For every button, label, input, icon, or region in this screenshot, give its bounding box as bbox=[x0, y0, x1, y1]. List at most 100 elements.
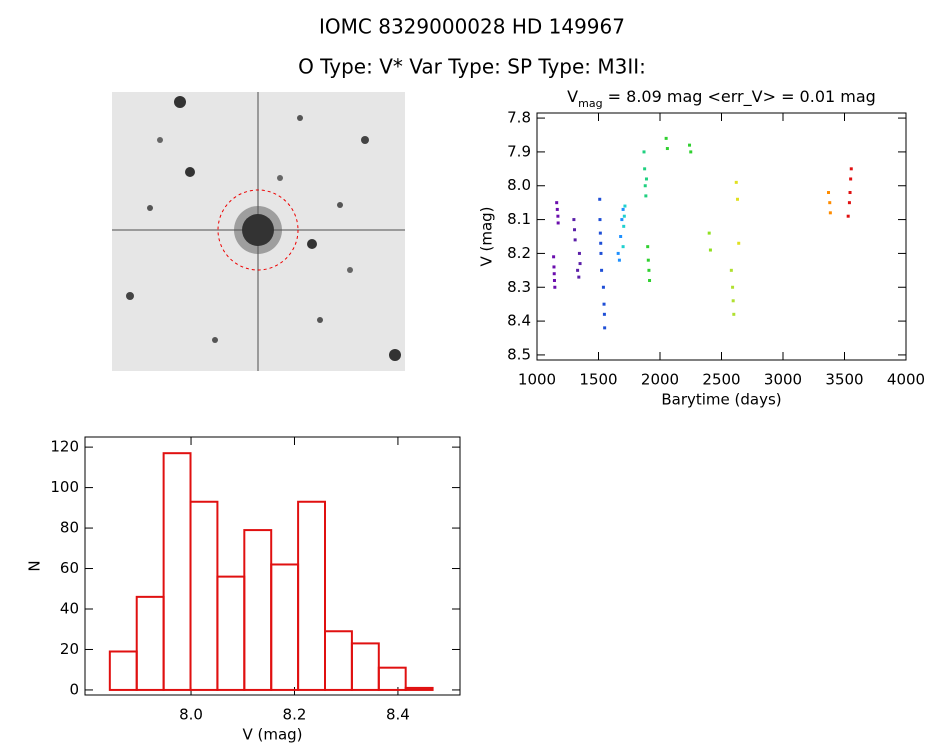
data-point bbox=[621, 245, 625, 249]
data-point bbox=[602, 312, 606, 316]
data-point bbox=[731, 285, 735, 289]
y-tick-label: 100 bbox=[50, 478, 79, 496]
data-point bbox=[647, 268, 651, 272]
data-point bbox=[555, 201, 559, 205]
data-point bbox=[602, 302, 606, 306]
subtitle: O Type: V* Var Type: SP Type: M3II: bbox=[298, 55, 646, 79]
data-point bbox=[598, 231, 602, 235]
data-point bbox=[556, 214, 560, 218]
y-tick-label: 8.0 bbox=[507, 176, 531, 194]
data-point bbox=[598, 218, 602, 222]
data-point bbox=[552, 272, 556, 276]
y-tick-label: 8.4 bbox=[507, 312, 531, 330]
x-axis-label: V (mag) bbox=[242, 726, 302, 744]
histogram-bar bbox=[270, 563, 300, 691]
data-point bbox=[600, 268, 604, 272]
data-point bbox=[644, 177, 648, 181]
histogram-bar bbox=[297, 500, 327, 691]
y-tick-label: 40 bbox=[60, 600, 79, 618]
title-part: V bbox=[567, 87, 578, 106]
data-point bbox=[603, 326, 607, 330]
data-point bbox=[828, 211, 832, 215]
data-point bbox=[617, 258, 621, 262]
y-tick-label: 60 bbox=[60, 559, 79, 577]
y-tick-label: 80 bbox=[60, 519, 79, 537]
histogram-bar bbox=[324, 630, 353, 691]
y-tick-label: 120 bbox=[50, 438, 79, 456]
y-tick-label: 8.5 bbox=[507, 345, 531, 363]
data-point bbox=[849, 167, 853, 171]
data-point bbox=[599, 251, 603, 255]
data-point bbox=[643, 167, 647, 171]
data-point bbox=[737, 241, 741, 245]
data-point bbox=[665, 147, 669, 151]
data-point bbox=[556, 221, 560, 225]
data-point bbox=[828, 201, 832, 205]
data-point bbox=[599, 241, 603, 245]
histogram-bar bbox=[377, 666, 407, 691]
data-point bbox=[573, 228, 577, 232]
data-point bbox=[553, 285, 557, 289]
x-tick-label: 4000 bbox=[887, 371, 925, 389]
data-point bbox=[578, 262, 582, 266]
data-point bbox=[688, 143, 692, 147]
data-point bbox=[552, 265, 556, 269]
y-tick-label: 0 bbox=[69, 680, 79, 698]
y-axis-label: N bbox=[26, 560, 44, 571]
data-point bbox=[734, 180, 738, 184]
histogram-bar bbox=[135, 595, 165, 691]
star-image bbox=[112, 92, 405, 371]
title: IOMC 8329000028 HD 149967 bbox=[319, 15, 625, 39]
data-point bbox=[646, 245, 650, 249]
y-tick-label: 20 bbox=[60, 640, 79, 658]
data-point bbox=[622, 214, 626, 218]
y-tick-label: 7.9 bbox=[507, 142, 531, 160]
histogram-bar bbox=[404, 686, 434, 691]
y-tick-label: 7.8 bbox=[507, 109, 531, 127]
data-point bbox=[620, 218, 624, 222]
data-point bbox=[572, 218, 576, 222]
data-point bbox=[846, 214, 850, 218]
data-point bbox=[664, 136, 668, 140]
data-point bbox=[621, 207, 625, 211]
data-point bbox=[601, 285, 605, 289]
data-point bbox=[732, 312, 736, 316]
title-part: mag bbox=[578, 97, 602, 110]
plot-title: Vmag = 8.09 mag <err_V> = 0.01 mag bbox=[567, 87, 876, 110]
data-point bbox=[616, 251, 620, 255]
y-tick-label: 8.1 bbox=[507, 210, 531, 228]
x-axis-label: Barytime (days) bbox=[661, 391, 781, 409]
plot-frame bbox=[536, 112, 907, 361]
data-point bbox=[847, 201, 851, 205]
histogram-bar bbox=[162, 452, 192, 691]
x-tick-label: 3000 bbox=[764, 371, 802, 389]
x-tick-label: 8.4 bbox=[386, 706, 410, 724]
data-point bbox=[577, 251, 581, 255]
data-point bbox=[644, 194, 648, 198]
y-tick-label: 8.2 bbox=[507, 244, 531, 262]
y-axis-label: V (mag) bbox=[478, 206, 496, 266]
x-tick-label: 2500 bbox=[702, 371, 740, 389]
data-point bbox=[707, 231, 711, 235]
data-point bbox=[577, 275, 581, 279]
data-point bbox=[552, 255, 556, 259]
data-point bbox=[555, 207, 559, 211]
data-point bbox=[622, 224, 626, 228]
histogram-bar bbox=[189, 500, 219, 691]
data-point bbox=[708, 248, 712, 252]
data-point bbox=[731, 299, 735, 303]
histogram-bar bbox=[350, 642, 380, 691]
y-tick-label: 8.3 bbox=[507, 278, 531, 296]
x-tick-label: 3500 bbox=[825, 371, 863, 389]
data-point bbox=[827, 191, 831, 195]
data-point bbox=[849, 177, 853, 181]
data-point bbox=[598, 197, 602, 201]
plot-frame bbox=[84, 436, 461, 696]
data-point bbox=[573, 238, 577, 242]
histogram-bar bbox=[243, 529, 273, 691]
data-point bbox=[729, 268, 733, 272]
x-tick-label: 1000 bbox=[518, 371, 556, 389]
histogram-bar bbox=[216, 575, 246, 691]
data-point bbox=[646, 258, 650, 262]
